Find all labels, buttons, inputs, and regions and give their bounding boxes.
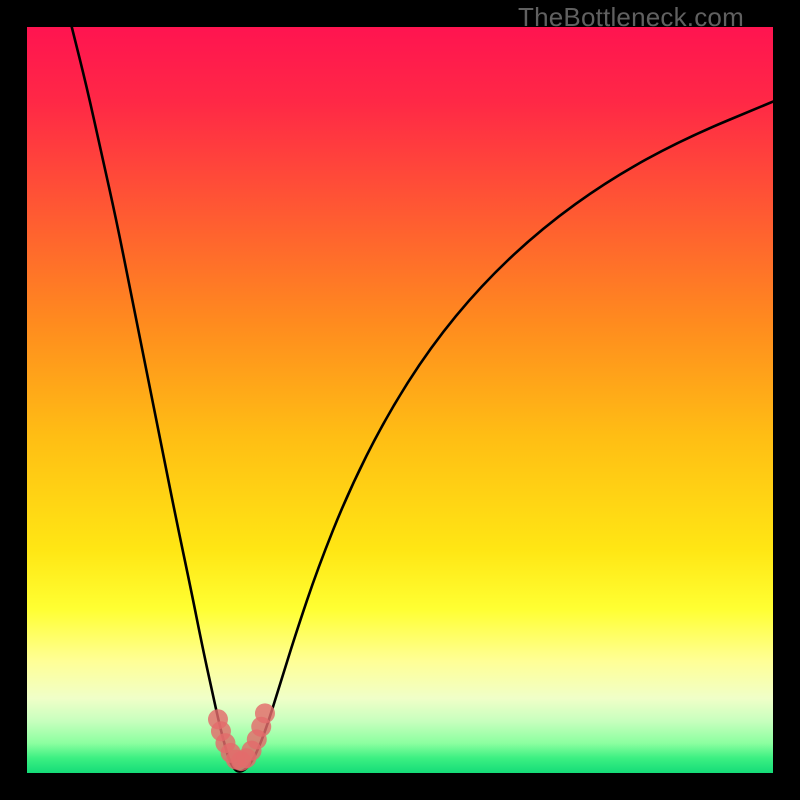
gradient-background <box>27 27 773 773</box>
highlight-marker <box>255 703 275 723</box>
bottleneck-chart <box>27 27 773 773</box>
watermark-text: TheBottleneck.com <box>518 2 744 33</box>
